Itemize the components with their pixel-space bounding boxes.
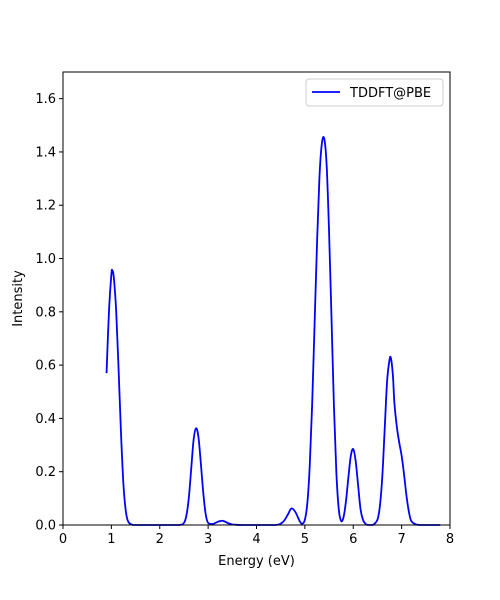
y-tick-label: 1.0 [35, 252, 56, 267]
ticks-layer: 0 1 2 3 4 5 6 7 8 0.0 0.2 0.4 0.6 0.8 1.0 1.2 1.4 1.6 [35, 92, 454, 547]
plot-background [63, 72, 450, 525]
y-tick-label: 0.8 [35, 305, 56, 320]
y-tick-label: 0.0 [35, 519, 56, 534]
x-tick-label: 6 [349, 532, 357, 547]
x-tick-label: 3 [204, 532, 212, 547]
x-tick-label: 8 [446, 532, 454, 547]
y-tick-label: 0.4 [35, 412, 56, 427]
plot-frame [62, 71, 451, 526]
y-tick-label: 0.2 [35, 465, 56, 480]
x-tick-label: 7 [397, 532, 405, 547]
y-tick-label: 1.2 [35, 199, 56, 214]
x-tick-label: 2 [156, 532, 164, 547]
x-tick-label: 1 [107, 532, 115, 547]
series-line-0 [105, 136, 441, 526]
legend-label: TDDFT@PBE [349, 86, 431, 101]
y-axis-label: Intensity [11, 270, 26, 327]
x-tick-label: 5 [301, 532, 309, 547]
y-tick-label: 1.6 [35, 92, 56, 107]
x-tick-label: 4 [252, 532, 260, 547]
series-layer [105, 136, 441, 526]
legend: TDDFT@PBE [305, 78, 444, 107]
x-axis-label: Energy (eV) [218, 554, 295, 569]
y-tick-label: 1.4 [35, 145, 56, 160]
legend-box [305, 78, 444, 107]
x-tick-label: 0 [59, 532, 67, 547]
y-tick-label: 0.6 [35, 359, 56, 374]
